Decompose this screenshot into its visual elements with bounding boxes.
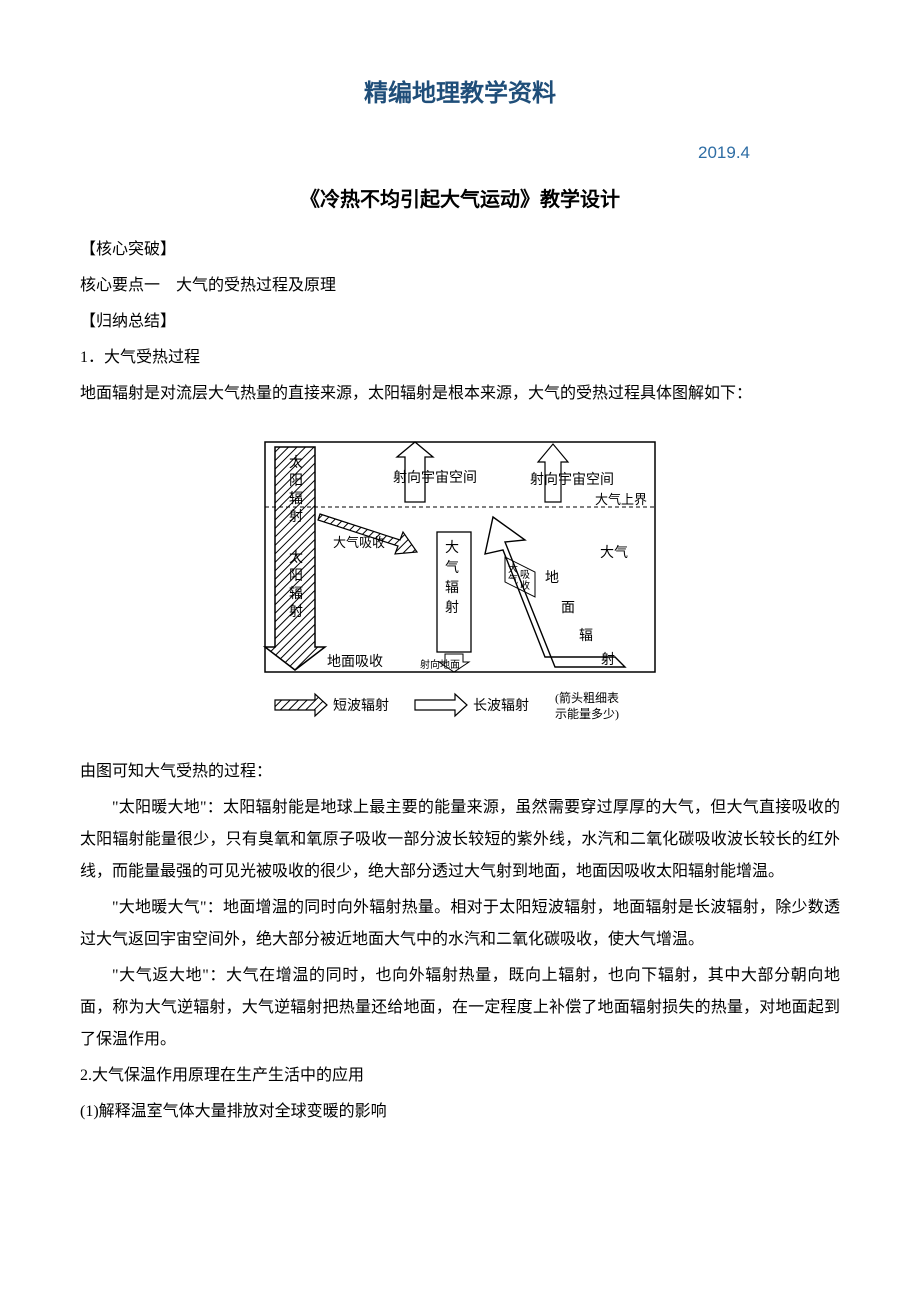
atm-boundary-label: 大气上界	[595, 492, 647, 507]
svg-text:辐: 辐	[579, 628, 593, 644]
svg-text:面: 面	[561, 601, 575, 616]
to-space-label-1: 射向宇宙空间	[393, 470, 477, 486]
svg-text:收: 收	[520, 579, 530, 592]
sun-radiation-arrow: 太 阳 辐 射 太 阳 辐 射	[265, 447, 325, 670]
legend: 短波辐射 长波辐射 (箭头粗细表 示能量多少)	[275, 690, 619, 721]
svg-text:地: 地	[545, 570, 559, 586]
svg-text:射: 射	[289, 509, 303, 525]
svg-text:太: 太	[289, 550, 303, 566]
legend-note-1: (箭头粗细表	[555, 690, 619, 705]
heat-process-diagram: 太 阳 辐 射 太 阳 辐 射 射向宇宙空间 射向宇宙空间 大气上界 大气吸收 …	[80, 422, 840, 744]
svg-text:阳: 阳	[289, 568, 303, 584]
svg-text:辐: 辐	[445, 580, 459, 596]
svg-text:大: 大	[508, 562, 518, 575]
svg-text:射: 射	[289, 604, 303, 620]
to-space-label-2: 射向宇宙空间	[530, 472, 614, 488]
section-item-2: 2.大气保温作用原理在生产生活中的应用	[80, 1060, 840, 1092]
svg-text:阳: 阳	[289, 473, 303, 489]
section-item-1: 1．大气受热过程	[80, 342, 840, 374]
paragraph-earth-warms-atm: "大地暖大气"：地面增温的同时向外辐射热量。相对于太阳短波辐射，地面辐射是长波辐…	[80, 892, 840, 956]
page-date: 2019.4	[80, 136, 840, 170]
section-core-breakthrough: 【核心突破】	[80, 234, 840, 266]
svg-text:气: 气	[445, 560, 459, 576]
legend-note-2: 示能量多少)	[555, 707, 619, 721]
section-key-point-1: 核心要点一 大气的受热过程及原理	[80, 270, 840, 302]
svg-text:射: 射	[445, 600, 459, 616]
reflected-to-space-arrow: 射向宇宙空间	[393, 442, 477, 502]
atm-absorb-small: 大 气 吸 收	[505, 557, 535, 597]
svg-text:吸: 吸	[520, 570, 530, 581]
to-ground-label: 射向地面	[420, 658, 460, 671]
to-ground-arrow: 射向地面	[420, 654, 469, 672]
legend-shortwave: 短波辐射	[333, 698, 389, 714]
atm-radiation-arrow: 大 气 辐 射	[437, 532, 471, 652]
svg-text:辐: 辐	[289, 586, 303, 602]
sun-radiation-label: 太	[289, 455, 303, 471]
ground-absorb-label: 地面吸收	[327, 654, 383, 670]
diagram-followup: 由图可知大气受热的过程：	[80, 756, 840, 788]
section-item-2-sub1: (1)解释温室气体大量排放对全球变暖的影响	[80, 1096, 840, 1128]
section-item-1-desc: 地面辐射是对流层大气热量的直接来源，太阳辐射是根本来源，大气的受热过程具体图解如…	[80, 378, 840, 410]
atmosphere-label: 大气	[600, 545, 628, 561]
svg-text:大: 大	[445, 540, 459, 556]
atm-absorb-arrow: 大气吸收	[318, 514, 417, 554]
svg-text:射: 射	[601, 652, 615, 668]
section-summary-heading: 【归纳总结】	[80, 306, 840, 338]
ground-radiation-arrow: 地 面 辐 射	[485, 517, 625, 668]
page-main-title: 精编地理教学资料	[80, 70, 840, 118]
svg-text:辐: 辐	[289, 491, 303, 507]
paragraph-atm-returns-earth: "大气返大地"：大气在增温的同时，也向外辐射热量，既向上辐射，也向下辐射，其中大…	[80, 960, 840, 1056]
page-subtitle: 《冷热不均引起大气运动》教学设计	[80, 180, 840, 220]
legend-longwave: 长波辐射	[473, 698, 529, 714]
atm-absorb-label: 大气吸收	[333, 535, 385, 550]
paragraph-sun-warms-earth: "太阳暖大地"：太阳辐射能是地球上最主要的能量来源，虽然需要穿过厚厚的大气，但大…	[80, 792, 840, 888]
